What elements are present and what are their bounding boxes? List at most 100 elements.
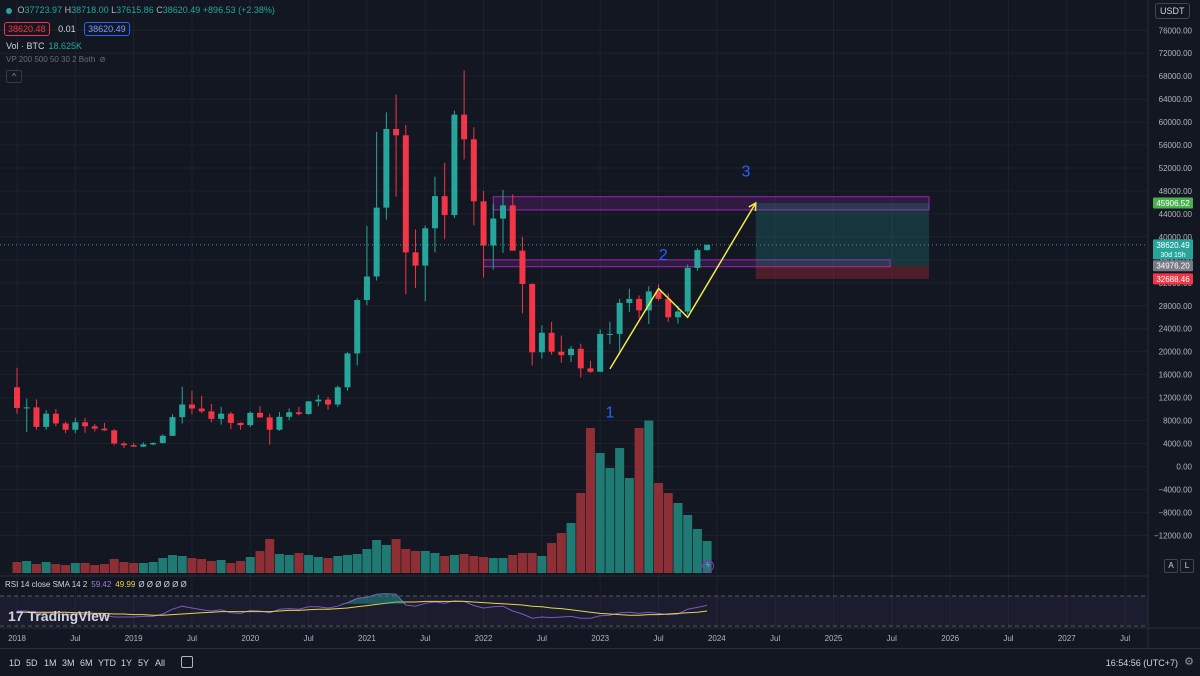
- candle-body: [393, 128, 400, 136]
- candle-body: [665, 298, 672, 318]
- volume-bar: [129, 563, 139, 573]
- candle-body: [606, 333, 613, 335]
- trade-prices: 38620.48 0.01 38620.49: [4, 22, 130, 36]
- price-tick-label: 12000.00: [1159, 394, 1193, 403]
- time-tick-label: Jul: [770, 634, 780, 643]
- volume-bar: [119, 562, 129, 573]
- timeframe-1y[interactable]: 1Y: [121, 658, 133, 668]
- volume-profile-legend[interactable]: VP 200 500 50 30 2 Both ⊘: [6, 55, 106, 64]
- time-tick-label: Jul: [653, 634, 663, 643]
- volume-bar: [22, 561, 32, 573]
- price-label-entry: 34976.20: [1156, 262, 1190, 271]
- volume-bar: [362, 549, 372, 573]
- volume-bar: [702, 541, 712, 573]
- time-tick-label: 2023: [591, 634, 609, 643]
- volume-bar: [372, 540, 382, 573]
- candle-body: [179, 404, 186, 418]
- candle-body: [461, 114, 468, 140]
- volume-bar: [449, 555, 459, 573]
- log-scale-button[interactable]: L: [1180, 559, 1194, 573]
- candle-body: [684, 267, 691, 312]
- volume-bar: [411, 551, 421, 573]
- candle-body: [577, 348, 584, 369]
- auto-scale-button[interactable]: A: [1164, 559, 1178, 573]
- volume-bar: [498, 558, 508, 573]
- price-labels: 45906.52 38620.49 30d 15h 34976.20 32688.46: [1153, 197, 1193, 285]
- volume-bar: [70, 563, 80, 573]
- time-tick-label: 2021: [358, 634, 376, 643]
- currency-label[interactable]: USDT: [1155, 3, 1190, 19]
- volume-bar: [333, 556, 343, 573]
- candle-body: [33, 407, 40, 427]
- volume-value: 18.625K: [48, 41, 83, 51]
- candle-body: [150, 442, 157, 445]
- time-tick-label: 2022: [475, 634, 493, 643]
- zone-boxes: [483, 196, 930, 279]
- candle-body: [704, 244, 711, 251]
- candle-body: [101, 428, 108, 431]
- volume-bar: [245, 557, 255, 573]
- candle-body: [538, 332, 545, 353]
- volume-bars: [12, 420, 712, 573]
- volume-bar: [654, 483, 664, 573]
- rsi-overbought-fill: [337, 593, 406, 604]
- time-tick-label: 2025: [825, 634, 843, 643]
- volume-bar: [342, 555, 352, 573]
- price-label-target-bg: [1153, 197, 1193, 209]
- bottom-toolbar: 1D 5D 1M 3M 6M YTD 1Y 5Y All 16:54:56 (U…: [0, 648, 1200, 676]
- candle-body: [363, 276, 370, 301]
- candle-body: [257, 412, 263, 418]
- buy-price-button[interactable]: 38620.49: [84, 22, 130, 36]
- candle-body: [247, 412, 254, 426]
- volume-bar: [469, 556, 479, 573]
- clock-display[interactable]: 16:54:56 (UTC+7): [1105, 658, 1178, 668]
- candle-body: [422, 228, 429, 266]
- timeframe-6m[interactable]: 6M: [80, 658, 93, 668]
- low-value: 37615.86: [116, 5, 154, 15]
- volume-bar: [187, 558, 197, 573]
- candle-body: [227, 413, 234, 423]
- time-tick-label: 2018: [8, 634, 26, 643]
- candle-body: [305, 401, 312, 414]
- timeframe-all[interactable]: All: [155, 658, 166, 668]
- volume-bar: [547, 543, 557, 573]
- time-tick-label: Jul: [420, 634, 430, 643]
- timeframe-5d[interactable]: 5D: [26, 658, 38, 668]
- rsi-band: [0, 596, 1148, 626]
- tradingview-logo[interactable]: 17 TradingView: [8, 608, 110, 624]
- volume-bar: [683, 515, 693, 573]
- flash-icon[interactable]: ϟ: [702, 560, 714, 572]
- candle-body: [315, 399, 322, 402]
- volume-bar: [197, 559, 207, 573]
- target-zone: [755, 202, 929, 266]
- timeframe-1m[interactable]: 1M: [44, 658, 57, 668]
- ohlc-legend: O37723.97 H38718.00 L37615.86 C38620.49 …: [6, 5, 275, 15]
- settings-gear-icon[interactable]: ⚙: [1184, 656, 1194, 668]
- collapse-legend-button[interactable]: ^: [6, 70, 22, 83]
- volume-bar: [585, 428, 595, 573]
- volume-bar: [12, 562, 22, 573]
- price-tick-label: 44000.00: [1159, 210, 1193, 219]
- price-label-current-bg: [1153, 239, 1193, 260]
- time-tick-label: Jul: [70, 634, 80, 643]
- timeframe-1d[interactable]: 1D: [9, 658, 21, 668]
- arrow-head-icon: [748, 201, 757, 212]
- candle-body: [325, 399, 332, 405]
- eye-hidden-icon[interactable]: ⊘: [99, 55, 106, 64]
- timeframe-5y[interactable]: 5Y: [138, 658, 150, 668]
- timeframe-3m[interactable]: 3M: [62, 658, 75, 668]
- price-tick-label: 64000.00: [1159, 95, 1193, 104]
- calendar-icon[interactable]: [181, 656, 193, 668]
- volume-bar: [80, 563, 90, 573]
- candle-body: [82, 422, 89, 427]
- candle-body: [674, 311, 681, 318]
- time-tick-label: Jul: [1003, 634, 1013, 643]
- volume-bar: [99, 564, 109, 573]
- timeframe-ytd[interactable]: YTD: [98, 658, 116, 668]
- rsi-sma-value: 49.99: [115, 580, 136, 589]
- sell-price-button[interactable]: 38620.48: [4, 22, 50, 36]
- volume-bar: [391, 539, 401, 573]
- volume-legend: Vol · BTC 18.625K: [6, 41, 83, 51]
- price-label-entry-bg: [1153, 260, 1193, 272]
